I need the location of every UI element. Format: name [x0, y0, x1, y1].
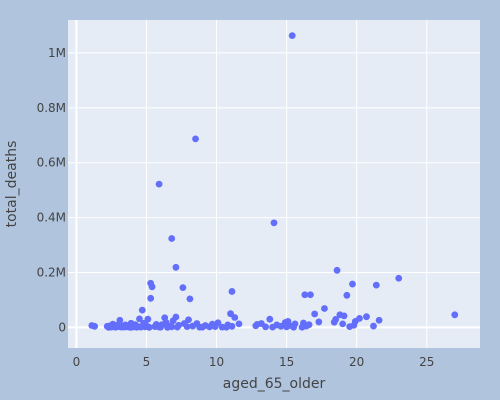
scatter-point	[112, 323, 120, 331]
scatter-point	[164, 323, 171, 331]
scatter-point	[105, 323, 113, 331]
scatter-point	[206, 323, 213, 331]
scatter-point	[138, 306, 146, 314]
y-axis-title: total_deaths	[4, 141, 20, 228]
scatter-point	[192, 135, 199, 143]
scatter-point	[116, 316, 124, 324]
scatter-point	[231, 314, 239, 321]
scatter-point	[91, 322, 99, 330]
scatter-point	[133, 323, 141, 331]
y-tick-label: 0.4M	[37, 211, 66, 225]
scatter-point	[117, 323, 125, 331]
x-axis-title: aged_65_older	[223, 376, 326, 392]
scatter-point	[235, 320, 243, 328]
scatter-point	[127, 323, 135, 331]
scatter-point	[211, 323, 219, 330]
scatter-point	[277, 322, 285, 330]
scatter-point	[252, 322, 260, 330]
scatter-point	[172, 263, 180, 271]
scatter-point	[330, 318, 338, 326]
y-tick-label: 0.8M	[37, 101, 66, 115]
scatter-point	[228, 288, 236, 295]
grid-lines	[68, 20, 480, 348]
scatter-point	[340, 312, 348, 320]
scatter-point	[157, 323, 164, 331]
x-tick-label: 25	[419, 355, 434, 369]
scatter-point	[321, 305, 328, 312]
scatter-point	[155, 180, 163, 188]
x-tick-label: 10	[209, 355, 224, 369]
scatter-point	[270, 219, 278, 227]
y-tick-label: 1M	[48, 46, 66, 60]
scatter-point	[269, 323, 276, 331]
scatter-point	[349, 280, 356, 288]
y-tick-label: 0.6M	[37, 156, 66, 170]
scatter-point	[375, 316, 383, 324]
x-tick-label: 0	[73, 355, 81, 369]
y-tick-label: 0	[58, 320, 66, 334]
scatter-point	[343, 291, 351, 299]
scatter-point	[147, 294, 155, 302]
x-tick-label: 20	[349, 355, 364, 369]
y-tick-label: 0.2M	[37, 266, 66, 280]
scatter-point	[179, 284, 187, 292]
scatter-point	[363, 313, 370, 321]
scatter-point	[346, 323, 354, 330]
scatter-point	[222, 323, 230, 331]
scatter-point	[290, 323, 298, 331]
scatter-point	[148, 283, 156, 291]
scatter-point	[307, 291, 314, 299]
scatter-point	[311, 310, 319, 318]
x-tick-label: 15	[279, 355, 294, 369]
data-markers	[88, 32, 459, 331]
scatter-point	[370, 322, 377, 330]
scatter-point	[169, 317, 177, 325]
scatter-point	[196, 323, 204, 331]
scatter-point	[395, 274, 403, 282]
scatter-point	[333, 266, 341, 274]
scatter-point	[288, 32, 296, 40]
scatter-point	[144, 315, 152, 323]
scatter-point	[339, 320, 347, 328]
scatter-point	[301, 291, 309, 299]
scatter-point	[283, 323, 291, 331]
scatter-point	[262, 323, 269, 331]
scatter-point	[136, 315, 143, 323]
scatter-point	[183, 323, 191, 330]
scatter-point	[228, 322, 236, 330]
scatter-point	[168, 235, 176, 242]
scatter-point	[298, 323, 306, 331]
scatter-point	[186, 295, 194, 303]
scatter-point	[145, 323, 153, 331]
scatter-point	[173, 323, 181, 331]
scatter-point	[451, 311, 459, 319]
scatter-point	[315, 318, 323, 326]
y-axis-ticks: 0 0.2M 0.4M 0.6M 0.8M 1M	[37, 46, 66, 334]
scatter-point	[266, 315, 274, 323]
scatter-point	[372, 281, 380, 289]
scatter-point	[189, 322, 197, 330]
x-tick-label: 5	[143, 355, 151, 369]
x-axis-ticks: 0 5 10 15 20 25	[73, 355, 435, 369]
plot-area	[68, 20, 480, 348]
